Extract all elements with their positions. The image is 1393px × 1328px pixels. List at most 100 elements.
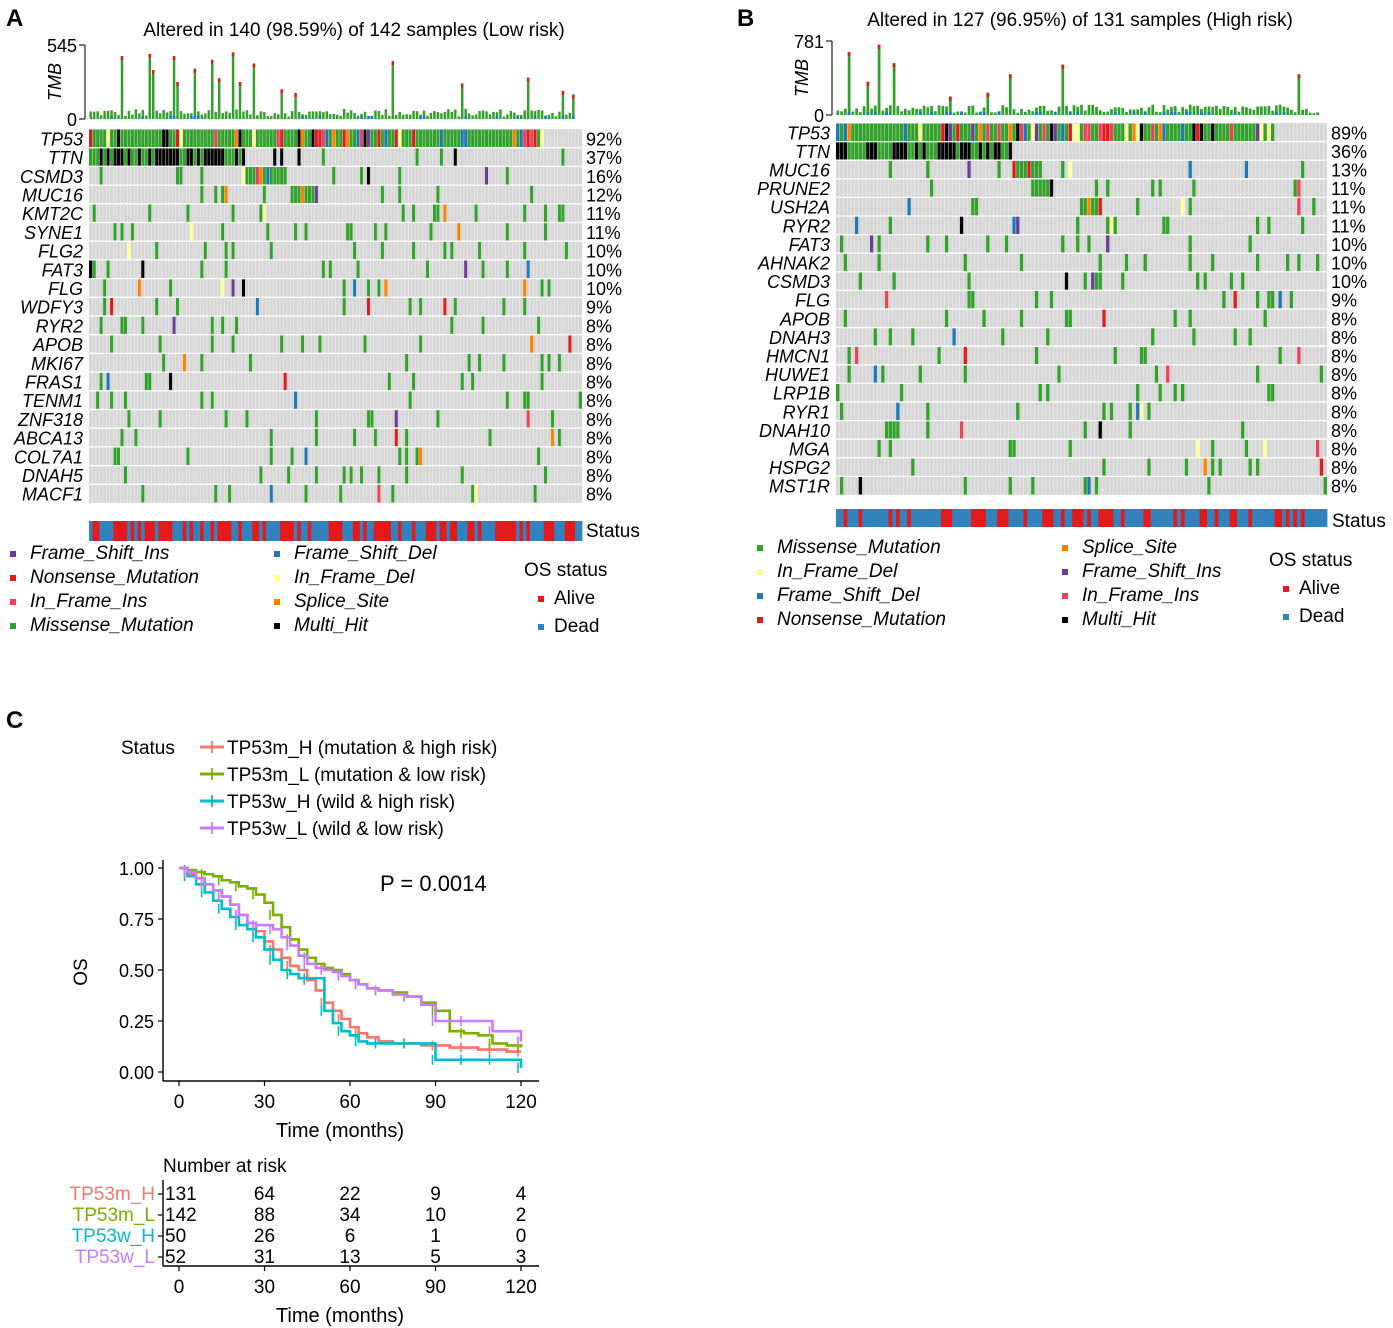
gene-percentage: 8%	[1331, 309, 1357, 329]
tmb-bar	[915, 108, 918, 115]
status-cell	[1147, 509, 1152, 527]
mutation-cell	[127, 241, 131, 260]
tmb-bar	[408, 114, 412, 119]
mutation-cell	[522, 204, 527, 222]
mutation-cell	[373, 223, 378, 241]
tmb-bar	[447, 109, 450, 119]
tmb-bar	[412, 110, 415, 119]
mutation-cell	[959, 421, 964, 439]
mutation-cell	[1038, 179, 1043, 197]
mutation-cell	[997, 123, 1001, 141]
status-cell	[175, 521, 180, 541]
mutation-cell	[1109, 216, 1114, 234]
mutation-cell	[1023, 123, 1028, 141]
status-cell	[839, 509, 844, 527]
tmb-bar-segment	[231, 52, 235, 57]
status-cell	[1128, 509, 1133, 527]
mutation-cell	[1083, 477, 1088, 495]
risk-value: 142	[165, 1205, 197, 1226]
status-cell	[1180, 509, 1185, 527]
status-bar-a	[89, 521, 583, 541]
status-cell	[109, 521, 114, 541]
mutation-cell	[182, 148, 187, 166]
os-legend-label: Alive	[554, 588, 595, 609]
mutation-cell	[1087, 477, 1091, 495]
tmb-bar	[353, 112, 356, 119]
tmb-bar-segment	[866, 112, 870, 115]
mutation-cell	[1195, 123, 1200, 141]
mutation-cell	[543, 223, 548, 241]
mutation-cell	[224, 241, 228, 260]
mutation-cell	[974, 142, 979, 160]
risk-value: 52	[165, 1247, 186, 1268]
tmb-bar	[207, 110, 211, 119]
gene-percentage: 8%	[586, 466, 612, 486]
status-cell	[550, 521, 555, 541]
mutation-cell	[1113, 346, 1118, 365]
mutation-cell	[113, 129, 117, 148]
tmb-bar	[948, 96, 952, 115]
mutation-cell	[873, 328, 878, 346]
tmb-bar-segment	[110, 116, 113, 119]
status-cell	[536, 521, 541, 541]
gene-label: ZNF318	[17, 410, 83, 430]
tmb-bar-segment	[948, 96, 952, 101]
status-cell	[533, 521, 538, 541]
tmb-bar	[287, 116, 290, 119]
mutation-cell	[168, 129, 173, 148]
tmb-bar	[179, 111, 183, 119]
mutation-cell	[1237, 123, 1241, 141]
mutation-cell	[1049, 179, 1054, 197]
panel-label-c: C	[6, 707, 23, 734]
status-cell	[918, 509, 923, 527]
mutation-cell	[373, 428, 378, 447]
mutation-cell	[158, 148, 162, 166]
tmb-bar	[252, 63, 256, 119]
tmb-bar	[1046, 110, 1050, 115]
os-legend-label: Alive	[1299, 578, 1340, 599]
mutation-cell	[522, 241, 527, 260]
tmb-bar	[572, 94, 575, 119]
tmb-bar	[127, 110, 131, 119]
mutation-cell	[290, 185, 294, 204]
mutation-cell	[137, 279, 142, 297]
mutation-cell	[880, 365, 885, 383]
tmb-bar	[158, 113, 162, 119]
mutation-cell	[1128, 123, 1133, 141]
status-cell	[123, 521, 128, 541]
mutation-cell	[328, 129, 333, 148]
risk-row-label: TP53w_L	[75, 1247, 155, 1268]
gene-label: AHNAK2	[757, 254, 830, 274]
gene-percentage: 9%	[586, 298, 612, 318]
mutation-cell	[248, 129, 253, 148]
status-cell	[1143, 509, 1148, 527]
mutation-cell	[1240, 421, 1245, 439]
legend-label: Splice_Site	[1082, 537, 1177, 558]
status-cell	[262, 521, 267, 541]
status-cell	[1075, 509, 1081, 527]
legend-label: Nonsense_Mutation	[30, 567, 199, 588]
legend-label: Frame_Shift_Del	[294, 543, 437, 564]
status-cell	[279, 521, 284, 541]
mutation-cell	[474, 129, 478, 148]
mutation-cell	[154, 297, 159, 316]
tmb-bar	[92, 111, 96, 119]
status-cell	[130, 521, 135, 541]
mutation-cell	[1030, 179, 1035, 197]
status-cell	[113, 521, 118, 541]
mutation-cell	[1267, 291, 1271, 309]
mutation-cell	[1064, 309, 1069, 327]
mutation-cell	[467, 354, 471, 372]
mutation-cell	[557, 204, 562, 222]
tmb-bar-segment	[1282, 112, 1286, 115]
gene-percentage: 11%	[586, 223, 621, 243]
mutation-cell	[533, 129, 537, 148]
mutation-cell	[453, 297, 458, 316]
tmb-bar	[280, 89, 283, 119]
mutation-cell	[1000, 328, 1005, 346]
tmb-bar	[433, 111, 436, 119]
mutation-cell	[224, 260, 228, 278]
mutation-cell	[283, 129, 287, 148]
status-cell	[495, 521, 500, 541]
gene-percentage: 10%	[586, 279, 622, 299]
